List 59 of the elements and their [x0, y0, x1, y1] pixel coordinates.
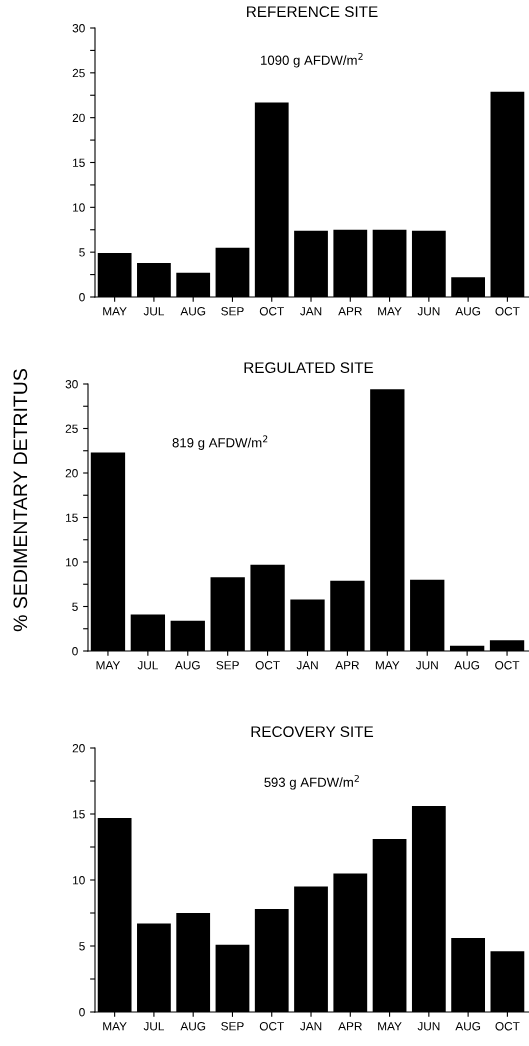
x-tick-label: OCT: [259, 1022, 284, 1031]
annotation: 819 g AFDW/m$^{2}$: [172, 435, 268, 450]
x-tick-label: OCT: [495, 661, 520, 670]
x-tick-label: AUG: [454, 661, 480, 670]
x-tick-label: OCT: [259, 307, 284, 316]
x-tick-label: AUG: [175, 661, 200, 670]
x-tick-label: APR: [338, 307, 362, 316]
x-tick-label: JUN: [417, 307, 440, 316]
y-tick-label: 30: [72, 24, 85, 33]
x-tick-label: APR: [335, 661, 359, 670]
y-tick-label: 20: [72, 113, 85, 123]
x-tick-label: JAN: [300, 1022, 322, 1031]
y-axis-title: % SEDIMENTARY DETRITUS: [13, 369, 28, 632]
x-tick-label: JUL: [143, 1022, 165, 1031]
x-tick-label: APR: [338, 1022, 362, 1031]
x-tick-label: SEP: [221, 307, 244, 316]
y-tick-label: 15: [66, 513, 78, 522]
x-tick-label: AUG: [180, 1022, 206, 1031]
x-tick-label: AUG: [180, 307, 206, 316]
annotation: 1090 g AFDW/m$^{2}$: [261, 52, 363, 68]
x-tick-label: OCT: [495, 307, 520, 316]
chart-title: REGULATED SITE: [244, 362, 374, 374]
y-tick-label: 20: [65, 469, 78, 478]
x-tick-label: JAN: [300, 307, 322, 316]
y-tick-label: 25: [72, 68, 85, 78]
x-tick-label: AUG: [455, 307, 481, 316]
x-tick-label: SEP: [216, 661, 239, 670]
x-tick-label: MAY: [103, 1022, 127, 1031]
x-tick-label: MAY: [378, 1022, 402, 1031]
x-tick-label: AUG: [455, 1022, 481, 1031]
x-tick-label: SEP: [221, 1022, 244, 1031]
annotation: 593 g AFDW/m$^{2}$: [264, 774, 359, 790]
y-tick-label: 10: [66, 558, 78, 567]
y-tick-label: 10: [73, 876, 85, 885]
y-tick-label: 5: [79, 248, 85, 257]
y-tick-label: 5: [79, 942, 85, 951]
x-tick-label: MAY: [375, 661, 400, 670]
chart-title: RECOVERY SITE: [251, 726, 374, 738]
y-tick-label: 10: [73, 203, 85, 212]
x-tick-label: JUN: [415, 661, 438, 670]
y-tick-label: 15: [73, 158, 85, 167]
x-tick-label: MAY: [103, 307, 127, 316]
x-tick-label: OCT: [495, 1022, 520, 1031]
x-tick-label: JUL: [143, 307, 165, 316]
y-tick-label: 0: [72, 647, 78, 656]
y-tick-label: 0: [79, 1008, 85, 1017]
y-tick-label: 30: [65, 380, 78, 389]
y-tick-label: 20: [72, 744, 85, 753]
y-tick-label: 15: [73, 810, 85, 819]
chart-title: REFERENCE SITE: [247, 6, 378, 18]
y-tick-label: 5: [72, 602, 78, 611]
x-tick-label: OCT: [255, 661, 280, 670]
x-tick-label: MAY: [96, 661, 121, 670]
x-tick-label: JUL: [137, 661, 158, 670]
x-tick-label: JAN: [296, 661, 318, 670]
x-tick-label: JUN: [417, 1022, 440, 1031]
y-tick-label: 25: [65, 424, 78, 433]
y-tick-label: 0: [79, 293, 85, 302]
x-tick-label: MAY: [378, 307, 402, 316]
